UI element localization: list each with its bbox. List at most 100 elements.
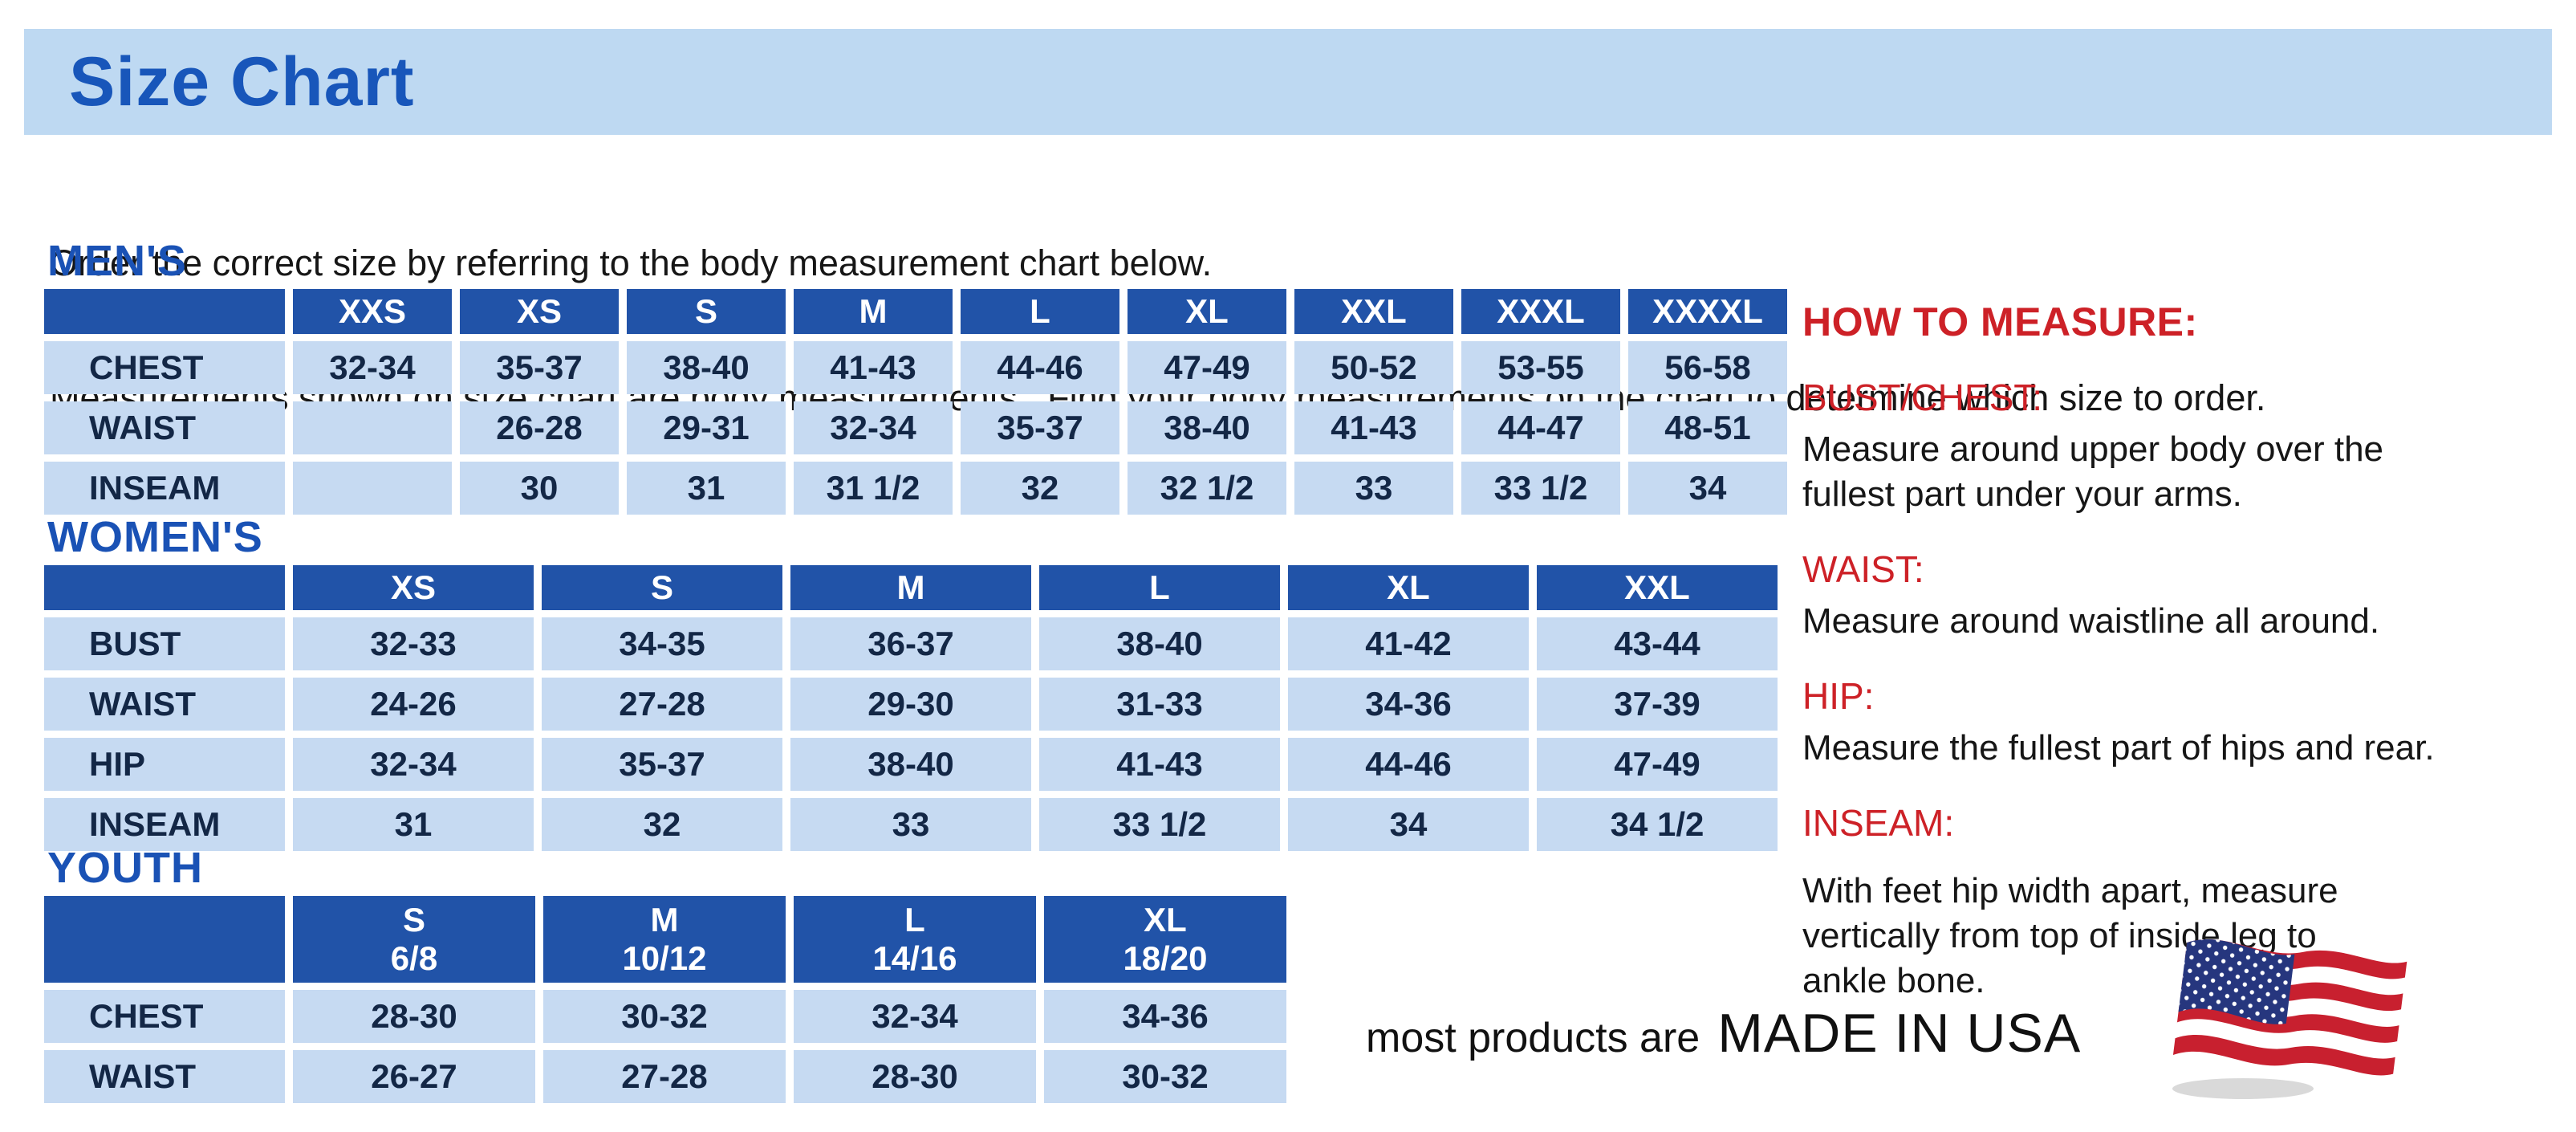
mens-header-row: XXS XS S M L XL XXL XXXL XXXXL: [44, 289, 1787, 334]
mens-row-label: INSEAM: [44, 462, 285, 515]
mens-column-header: XXXXL: [1628, 289, 1787, 334]
womens-value-cell: 31-33: [1039, 678, 1280, 731]
mens-value-cell: 31: [627, 462, 786, 515]
mens-value-cell: [293, 462, 452, 515]
mens-value-cell: 32-34: [794, 401, 953, 454]
womens-value-cell: 24-26: [293, 678, 534, 731]
womens-value-cell: 33 1/2: [1039, 798, 1280, 851]
womens-value-cell: 47-49: [1537, 738, 1778, 791]
womens-value-cell: 27-28: [542, 678, 782, 731]
mens-value-cell: 32-34: [293, 341, 452, 394]
how-to-measure-panel: HOW TO MEASURE: BUST/CHEST: Measure arou…: [1802, 299, 2573, 1004]
mens-value-cell: 26-28: [460, 401, 619, 454]
womens-data-row: BUST 32-33 34-35 36-37 38-40 41-42 43-44: [44, 617, 1778, 670]
youth-value-cell: 30-32: [1044, 1050, 1286, 1103]
womens-value-cell: 32-34: [293, 738, 534, 791]
mens-value-cell: 47-49: [1128, 341, 1286, 394]
mens-value-cell: 50-52: [1294, 341, 1453, 394]
womens-column-header: XL: [1288, 565, 1529, 610]
youth-value-cell: 27-28: [543, 1050, 786, 1103]
mens-value-cell: 41-43: [794, 341, 953, 394]
womens-column-header: XS: [293, 565, 534, 610]
womens-size-table: XS S M L XL XXL BUST 32-33 34-35 36-37 38-40 41-42 4…: [36, 558, 1786, 858]
youth-column-header: M 10/12: [543, 896, 786, 983]
mens-value-cell: 41-43: [1294, 401, 1453, 454]
measure-label-inseam: INSEAM:: [1802, 802, 1955, 844]
womens-column-header: L: [1039, 565, 1280, 610]
made-in-prefix: most products are: [1366, 1015, 1700, 1061]
womens-corner-cell: [44, 565, 285, 610]
measure-section-hip: HIP: Measure the fullest part of hips an…: [1802, 674, 2573, 771]
mens-data-row: WAIST 26-28 29-31 32-34 35-37 38-40 41-43 44-47…: [44, 401, 1787, 454]
womens-value-cell: 43-44: [1537, 617, 1778, 670]
mens-data-row: CHEST 32-34 35-37 38-40 41-43 44-46 47-49 50-52…: [44, 341, 1787, 394]
how-to-measure-heading: HOW TO MEASURE:: [1802, 299, 2198, 344]
womens-value-cell: 29-30: [790, 678, 1031, 731]
womens-value-cell: 34 1/2: [1537, 798, 1778, 851]
womens-value-cell: 41-43: [1039, 738, 1280, 791]
mens-corner-cell: [44, 289, 285, 334]
mens-value-cell: [293, 401, 452, 454]
measure-text-bust-chest: Measure around upper body over the fulle…: [1802, 430, 2384, 514]
title-banner: Size Chart: [24, 29, 2552, 135]
mens-data-row: INSEAM 30 31 31 1/2 32 32 1/2 33 33 1/2 34: [44, 462, 1787, 515]
youth-corner-cell: [44, 896, 285, 983]
womens-column-header: S: [542, 565, 782, 610]
womens-value-cell: 34-36: [1288, 678, 1529, 731]
youth-value-cell: 28-30: [293, 990, 535, 1043]
measure-text-waist: Measure around waistline all around.: [1802, 601, 2380, 641]
mens-value-cell: 35-37: [460, 341, 619, 394]
mens-value-cell: 56-58: [1628, 341, 1787, 394]
youth-data-row: CHEST 28-30 30-32 32-34 34-36: [44, 990, 1286, 1043]
measure-text-hip: Measure the fullest part of hips and rea…: [1802, 728, 2435, 768]
intro-line-1: Order the correct size by referring to t…: [50, 242, 1213, 283]
womens-section: WOMEN'S XS S M L XL XXL BUST 32-33 34-35 36-37 38-…: [44, 514, 1786, 858]
mens-value-cell: 44-46: [961, 341, 1119, 394]
mens-value-cell: 38-40: [1128, 401, 1286, 454]
mens-column-header: XXL: [1294, 289, 1453, 334]
youth-column-header: XL 18/20: [1044, 896, 1286, 983]
womens-value-cell: 35-37: [542, 738, 782, 791]
youth-value-cell: 26-27: [293, 1050, 535, 1103]
measure-section-waist: WAIST: Measure around waistline all arou…: [1802, 548, 2573, 644]
womens-value-cell: 34-35: [542, 617, 782, 670]
mens-column-header: S: [627, 289, 786, 334]
youth-section: YOUTH S 6/8 M 10/12 L 14/16 XL 18/20 CHEST 28…: [44, 845, 1294, 1110]
mens-row-label: WAIST: [44, 401, 285, 454]
measure-section-bust-chest: BUST/CHEST: Measure around upper body ov…: [1802, 376, 2573, 517]
mens-value-cell: 48-51: [1628, 401, 1787, 454]
youth-value-cell: 34-36: [1044, 990, 1286, 1043]
mens-size-table: XXS XS S M L XL XXL XXXL XXXXL CHEST 32-34 35-37 38-…: [36, 282, 1795, 522]
womens-row-label: HIP: [44, 738, 285, 791]
measure-label-waist: WAIST:: [1802, 548, 1924, 590]
womens-data-row: HIP 32-34 35-37 38-40 41-43 44-46 47-49: [44, 738, 1778, 791]
womens-column-header: M: [790, 565, 1031, 610]
mens-section-heading: MEN'S: [47, 237, 187, 285]
mens-value-cell: 33: [1294, 462, 1453, 515]
womens-value-cell: 33: [790, 798, 1031, 851]
youth-value-cell: 32-34: [794, 990, 1036, 1043]
womens-data-row: WAIST 24-26 27-28 29-30 31-33 34-36 37-39: [44, 678, 1778, 731]
mens-column-header: M: [794, 289, 953, 334]
mens-value-cell: 32 1/2: [1128, 462, 1286, 515]
youth-header-row: S 6/8 M 10/12 L 14/16 XL 18/20: [44, 896, 1286, 983]
measure-label-bust-chest: BUST/CHEST:: [1802, 377, 2043, 418]
page-title: Size Chart: [69, 43, 415, 120]
womens-value-cell: 38-40: [790, 738, 1031, 791]
womens-row-label: INSEAM: [44, 798, 285, 851]
womens-row-label: BUST: [44, 617, 285, 670]
mens-value-cell: 35-37: [961, 401, 1119, 454]
mens-value-cell: 33 1/2: [1461, 462, 1620, 515]
youth-column-header: L 14/16: [794, 896, 1036, 983]
womens-value-cell: 32-33: [293, 617, 534, 670]
mens-value-cell: 38-40: [627, 341, 786, 394]
mens-column-header: XXS: [293, 289, 452, 334]
mens-section: MEN'S XXS XS S M L XL XXL XXXL XXXXL CHEST 32-34 35…: [44, 238, 1795, 522]
youth-data-row: WAIST 26-27 27-28 28-30 30-32: [44, 1050, 1286, 1103]
mens-value-cell: 30: [460, 462, 619, 515]
mens-row-label: CHEST: [44, 341, 285, 394]
womens-value-cell: 36-37: [790, 617, 1031, 670]
mens-value-cell: 29-31: [627, 401, 786, 454]
made-in-usa-note: most products are MADE IN USA: [1366, 1002, 2081, 1065]
